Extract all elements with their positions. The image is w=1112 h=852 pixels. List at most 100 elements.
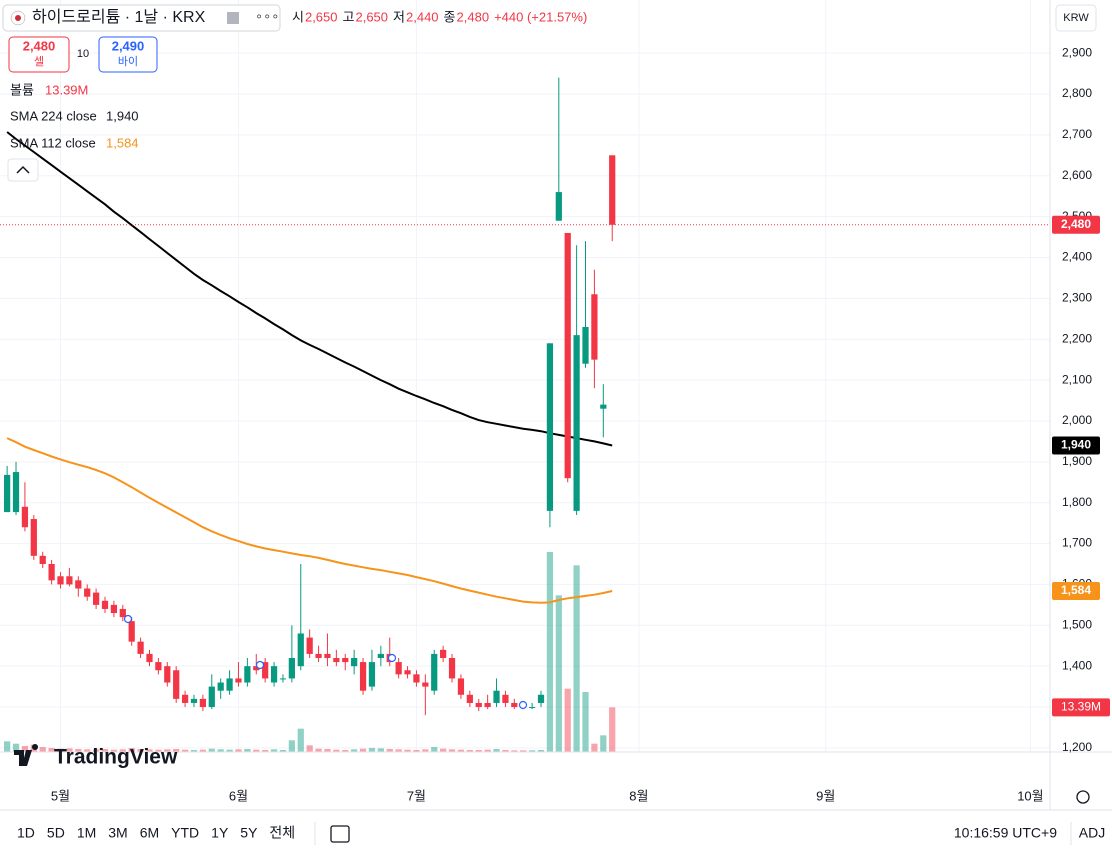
volume-bar bbox=[226, 749, 233, 752]
candle-body bbox=[315, 653, 322, 658]
volume-bar bbox=[333, 749, 340, 752]
event-marker[interactable] bbox=[255, 660, 265, 670]
volume-bar bbox=[262, 750, 269, 752]
y-tick-label: 2,000 bbox=[1062, 413, 1092, 427]
collapse-icon bbox=[16, 165, 30, 174]
volume-legend-value: 13.39M bbox=[45, 82, 88, 97]
x-tick-label: 10월 bbox=[1017, 788, 1043, 803]
range-button[interactable]: 5Y bbox=[240, 825, 258, 841]
volume-bar bbox=[475, 750, 482, 752]
date-range-button[interactable] bbox=[330, 825, 350, 843]
ohlc-header: 시 2,650 고 2,650 저 2,440 종 2,480 bbox=[292, 9, 489, 24]
volume-bar bbox=[279, 750, 287, 752]
price-label-box bbox=[1052, 436, 1100, 455]
price-label: 1,584 bbox=[1061, 583, 1091, 597]
y-tick-label: 2,800 bbox=[1062, 86, 1092, 100]
range-button[interactable]: 6M bbox=[140, 825, 159, 841]
volume-bar bbox=[448, 749, 456, 752]
ohlc-value: 2,650 bbox=[355, 9, 388, 24]
volume-bar bbox=[600, 735, 607, 752]
volume-layer bbox=[4, 552, 616, 752]
range-button[interactable]: 1D bbox=[17, 825, 35, 841]
range-button[interactable]: 3M bbox=[108, 825, 127, 841]
candle-body bbox=[395, 662, 402, 675]
volume-bar bbox=[244, 749, 251, 752]
symbol-box[interactable] bbox=[2, 4, 281, 32]
event-marker[interactable] bbox=[123, 614, 133, 624]
volume-bar bbox=[324, 749, 331, 752]
volume-bar bbox=[66, 748, 73, 752]
candle-body bbox=[359, 662, 367, 691]
flag-button[interactable] bbox=[227, 12, 239, 24]
ohlc-value: 2,440 bbox=[406, 9, 439, 24]
settings-button[interactable] bbox=[1076, 790, 1090, 804]
ohlc-label: 시 bbox=[292, 9, 304, 24]
candle-body bbox=[306, 637, 313, 654]
candle-body bbox=[297, 633, 304, 667]
sell-button[interactable] bbox=[8, 36, 70, 73]
candle-body bbox=[226, 678, 233, 691]
volume-bar bbox=[404, 749, 411, 752]
sma-line bbox=[6, 131, 613, 447]
candle-body bbox=[244, 666, 251, 683]
candle-body bbox=[164, 666, 171, 683]
candle-body bbox=[555, 192, 562, 221]
adjust-button[interactable]: ADJ bbox=[1079, 825, 1105, 841]
sma-line bbox=[6, 437, 613, 604]
ohlc-label: 고 bbox=[343, 9, 355, 24]
candle-body bbox=[448, 658, 456, 679]
price-label-box bbox=[1052, 215, 1100, 234]
volume-bar bbox=[466, 750, 473, 752]
price-label: 2,480 bbox=[1061, 217, 1091, 231]
x-tick-label: 9월 bbox=[816, 788, 835, 803]
range-button[interactable]: YTD bbox=[171, 825, 199, 841]
volume-bar bbox=[101, 749, 109, 752]
sma-legend-name: SMA 224 close bbox=[10, 108, 97, 123]
y-tick-label: 2,400 bbox=[1062, 250, 1092, 264]
volume-bar bbox=[199, 749, 206, 752]
volume-bar bbox=[564, 688, 571, 752]
volume-bar bbox=[484, 749, 491, 752]
candle-body bbox=[368, 662, 376, 687]
price-label-box bbox=[1052, 581, 1100, 600]
event-marker[interactable] bbox=[387, 653, 397, 663]
volume-bar bbox=[217, 749, 224, 752]
volume-bar bbox=[208, 748, 215, 752]
y-tick-label: 2,900 bbox=[1062, 45, 1092, 59]
volume-bar bbox=[511, 750, 518, 752]
volume-bar bbox=[164, 749, 171, 752]
candle-body bbox=[217, 682, 224, 691]
more-button[interactable]: ∘∘∘ bbox=[255, 8, 279, 23]
volume-bar bbox=[253, 749, 260, 752]
range-button[interactable]: 1M bbox=[77, 825, 96, 841]
candle-body bbox=[457, 678, 465, 695]
candle-body bbox=[404, 670, 411, 675]
volume-bar bbox=[351, 749, 358, 752]
candle-body bbox=[440, 649, 447, 658]
collapse-legend-button[interactable] bbox=[7, 158, 39, 182]
event-marker[interactable] bbox=[518, 700, 528, 710]
range-button[interactable]: 1Y bbox=[211, 825, 229, 841]
volume-bar bbox=[609, 707, 616, 752]
logo-icon bbox=[14, 744, 39, 766]
volume-bar bbox=[359, 748, 367, 752]
volume-bar bbox=[155, 749, 162, 752]
currency-button[interactable] bbox=[1055, 4, 1097, 32]
buy-button[interactable] bbox=[98, 36, 158, 73]
volume-bar bbox=[39, 747, 46, 752]
volume-bar bbox=[591, 743, 598, 752]
range-button[interactable]: 전체 bbox=[269, 825, 295, 841]
volume-bar bbox=[75, 749, 82, 752]
candle-body bbox=[466, 694, 473, 703]
range-button[interactable]: 5D bbox=[47, 825, 65, 841]
volume-bar bbox=[493, 749, 500, 752]
volume-bar bbox=[546, 552, 554, 752]
volume-bar bbox=[573, 565, 580, 752]
volume-bar bbox=[377, 748, 384, 752]
sma-legend-value: 1,584 bbox=[106, 135, 139, 150]
y-tick-label: 2,600 bbox=[1062, 168, 1092, 182]
volume-bar bbox=[368, 748, 376, 752]
volume-bar bbox=[315, 748, 322, 752]
volume-bar bbox=[84, 749, 91, 752]
